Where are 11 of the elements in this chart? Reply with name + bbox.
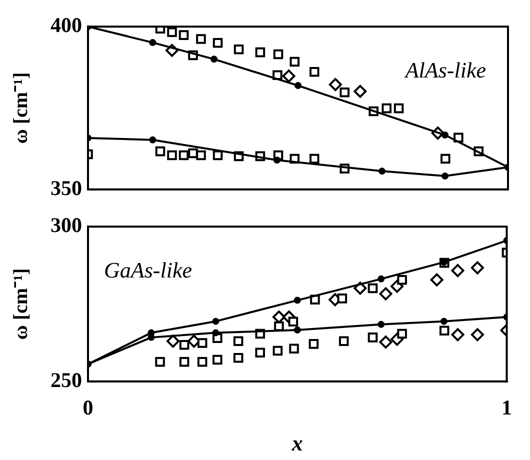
x-axis-title: x [290, 430, 303, 456]
y-axis-title: ω [cm⁻¹] [10, 72, 32, 144]
x-tick-label: 0 [82, 395, 94, 420]
y-axis-title: ω [cm⁻¹] [10, 268, 32, 340]
y-tick-label: 350 [50, 176, 82, 200]
annotation: AlAs-like [403, 57, 486, 82]
y-tick-label: 400 [50, 13, 82, 38]
y-tick-label: 300 [50, 213, 82, 238]
y-tick-label: 250 [50, 368, 82, 392]
x-tick-label: 1 [502, 395, 512, 420]
annotation: GaAs-like [104, 257, 192, 282]
